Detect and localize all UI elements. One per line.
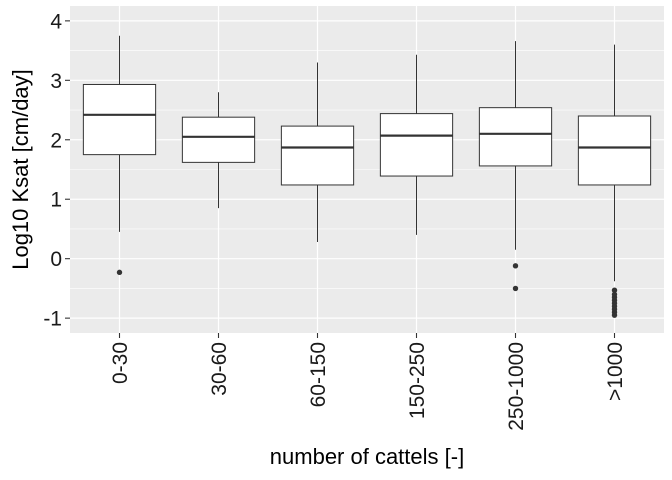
x-tick-label: 30-60 [208, 342, 231, 396]
x-tick-label: 0-30 [109, 342, 132, 384]
y-tick-label: 4 [50, 10, 62, 33]
box-30-60 [181, 92, 256, 209]
x-tick-label: 60-150 [307, 342, 330, 407]
outlier-point [116, 269, 123, 276]
iqr-box [478, 107, 553, 167]
y-axis: -1 0 1 2 3 4 [43, 10, 70, 331]
box-0-30 [82, 35, 157, 276]
iqr-box [280, 125, 355, 186]
box-250-1000 [478, 41, 553, 292]
y-tick-label: -1 [43, 308, 62, 331]
x-axis: 0-30 30-60 60-150 150-250 250-1000 >1000 [109, 333, 627, 431]
iqr-box [82, 83, 157, 156]
x-axis-title: number of cattels [-] [270, 444, 464, 469]
box-60-150 [280, 62, 355, 243]
outlier-point [611, 287, 618, 293]
y-axis-title: Log10 Ksat [cm/day] [8, 69, 33, 270]
x-tick-label: >1000 [604, 342, 627, 401]
y-tick-label: 1 [50, 189, 62, 212]
iqr-box [577, 115, 652, 186]
box-150-250 [379, 54, 454, 235]
iqr-box [181, 116, 256, 163]
box->1000 [577, 44, 652, 318]
x-tick-label: 150-250 [406, 342, 429, 419]
outlier-point [611, 312, 618, 318]
box-series [82, 35, 652, 318]
outlier-point [512, 263, 519, 269]
y-tick-label: 0 [50, 248, 62, 271]
x-tick-label: 250-1000 [505, 342, 528, 431]
iqr-box [379, 113, 454, 177]
y-tick-label: 2 [50, 129, 62, 152]
outlier-point [512, 285, 519, 292]
y-tick-label: 3 [50, 70, 62, 93]
